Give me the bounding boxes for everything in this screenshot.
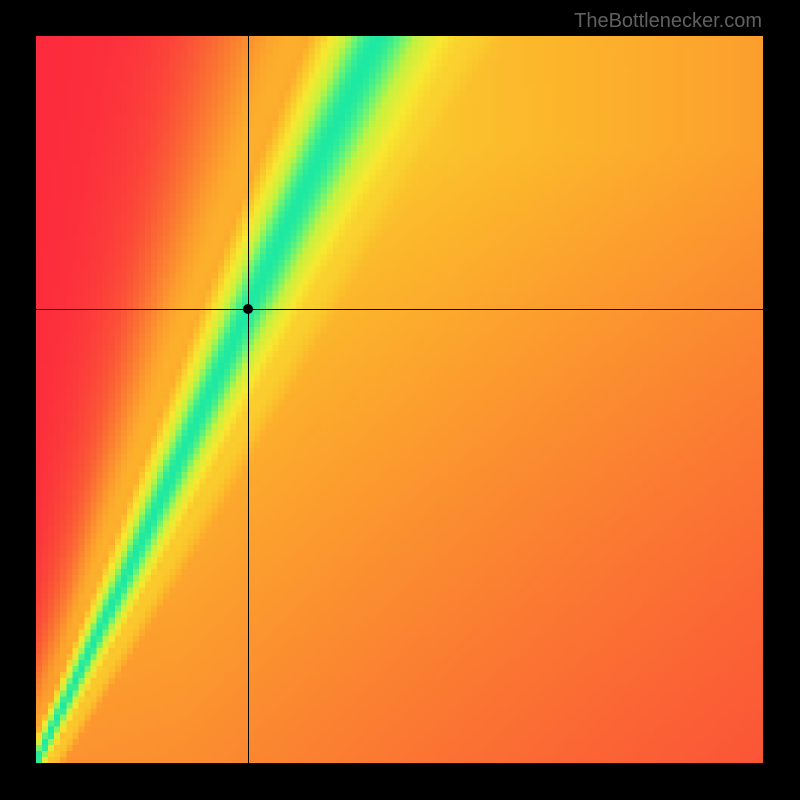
heatmap-canvas <box>36 36 763 763</box>
crosshair-marker <box>243 304 253 314</box>
crosshair-horizontal <box>36 309 763 310</box>
heatmap-plot <box>36 36 763 763</box>
crosshair-vertical <box>248 36 249 763</box>
watermark-text: TheBottlenecker.com <box>574 10 762 33</box>
